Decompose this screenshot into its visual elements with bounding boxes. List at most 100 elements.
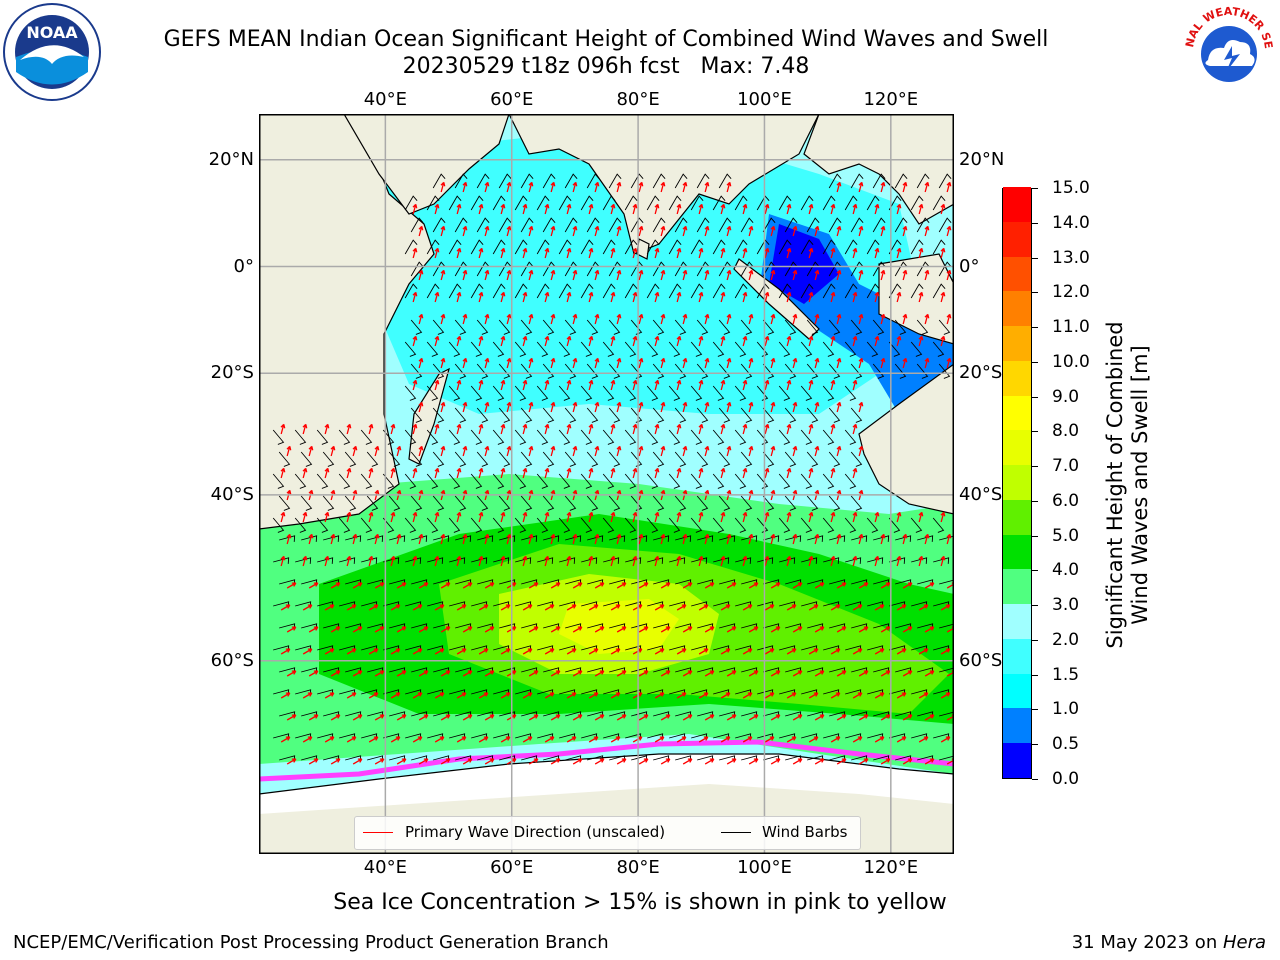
wind-barb: [888, 341, 901, 357]
wave-direction-arrow: [550, 626, 561, 633]
wind-barb: [844, 385, 857, 401]
wind-barb: [322, 451, 335, 467]
wave-direction-arrow: [456, 423, 462, 435]
wave-direction-arrow: [902, 357, 908, 369]
colorbar-segment: [1003, 499, 1031, 535]
wave-direction-arrow: [434, 555, 440, 567]
wind-barb: [844, 517, 857, 533]
wind-barb: [536, 385, 549, 401]
colorbar-label: Significant Height of Combined Wind Wave…: [1103, 321, 1153, 648]
wind-barb: [740, 217, 754, 233]
wave-direction-arrow: [440, 181, 446, 193]
wind-barb: [426, 195, 440, 211]
wave-direction-arrow: [814, 758, 825, 765]
wind-barb: [866, 283, 880, 299]
wind-barb: [866, 195, 880, 211]
wave-direction-arrow: [484, 401, 490, 413]
wind-barb: [828, 363, 841, 379]
wave-direction-arrow: [346, 511, 352, 523]
wave-direction-arrow: [902, 533, 908, 545]
wave-direction-arrow: [792, 582, 803, 589]
lon-tick-label-top: 120°E: [863, 89, 919, 110]
wind-barb: [602, 473, 615, 489]
wind-barb: [718, 173, 732, 189]
wind-barb: [558, 283, 572, 299]
wave-direction-arrow: [434, 648, 445, 655]
wave-direction-arrow: [830, 335, 836, 347]
colorbar-segment: [1003, 568, 1031, 605]
wind-barb: [514, 283, 528, 299]
wind-barb: [558, 195, 572, 211]
wind-barb: [542, 495, 555, 511]
wind-barb: [866, 517, 879, 533]
wind-barb: [939, 667, 954, 674]
wave-direction-arrow: [610, 379, 616, 391]
colorbar-tick-mark: [1032, 605, 1038, 607]
wave-direction-arrow: [852, 291, 858, 303]
wave-direction-arrow: [434, 291, 440, 303]
wave-direction-arrow: [902, 313, 908, 325]
wave-direction-arrow: [500, 335, 506, 347]
wave-direction-arrow: [550, 714, 561, 721]
wind-barb: [646, 341, 659, 357]
wave-direction-arrow: [726, 714, 737, 721]
wind-barb: [763, 535, 780, 542]
wave-direction-arrow: [566, 379, 572, 391]
wave-direction-arrow: [924, 670, 935, 677]
lat-tick-label-right: 0°: [959, 255, 980, 277]
wave-direction-arrow: [770, 670, 781, 677]
wave-direction-arrow: [946, 313, 952, 325]
wave-direction-arrow: [918, 692, 929, 699]
wave-direction-arrow: [660, 758, 671, 765]
wave-direction-arrow: [390, 648, 401, 655]
wave-direction-arrow: [764, 423, 770, 435]
wind-barb: [536, 473, 549, 489]
wind-barb: [609, 535, 626, 542]
wind-barb: [476, 173, 490, 189]
wind-barb: [558, 517, 571, 533]
wave-direction-arrow: [478, 291, 484, 303]
wave-direction-arrow: [594, 533, 600, 545]
wave-direction-arrow: [902, 269, 908, 281]
wind-barb: [894, 363, 907, 379]
wind-barb: [916, 319, 929, 335]
wave-direction-arrow: [786, 467, 792, 479]
wind-barb: [734, 385, 747, 401]
lon-tick-label-top: 80°E: [616, 89, 660, 110]
wave-direction-arrow: [940, 291, 946, 303]
wave-direction-arrow: [522, 511, 528, 523]
wave-direction-arrow: [418, 626, 429, 633]
wind-barb: [800, 195, 814, 211]
wind-barb: [542, 217, 556, 233]
legend-barb-swatch: [721, 832, 751, 833]
sea-ice-caption: Sea Ice Concentration > 15% is shown in …: [333, 890, 947, 915]
wind-barb: [580, 429, 593, 445]
wave-direction-arrow: [478, 203, 484, 215]
wave-direction-arrow: [440, 357, 446, 369]
lon-tick-label-bottom: 80°E: [616, 857, 660, 878]
wave-direction-arrow: [660, 582, 671, 589]
wave-direction-arrow: [434, 604, 445, 611]
wave-direction-arrow: [660, 181, 666, 193]
wind-barb: [558, 239, 572, 255]
wind-barb: [932, 195, 946, 211]
wave-direction-arrow: [682, 670, 693, 677]
wave-direction-arrow: [654, 203, 660, 215]
wind-barb: [734, 473, 747, 489]
wind-barb: [668, 429, 681, 445]
wind-barb: [734, 239, 748, 255]
wind-barb: [844, 239, 858, 255]
wave-direction-arrow: [918, 335, 924, 347]
wind-barb: [602, 385, 615, 401]
wind-barb: [740, 319, 753, 335]
wind-barb: [778, 341, 791, 357]
wave-direction-arrow: [456, 511, 462, 523]
wind-barb: [404, 473, 417, 489]
wave-field-cyan: [379, 134, 919, 414]
wind-barb: [586, 319, 599, 335]
wind-barb: [433, 535, 450, 542]
wind-barb: [845, 557, 862, 564]
wind-barb: [448, 283, 462, 299]
wind-barb: [829, 535, 846, 542]
wind-barb: [844, 341, 857, 357]
